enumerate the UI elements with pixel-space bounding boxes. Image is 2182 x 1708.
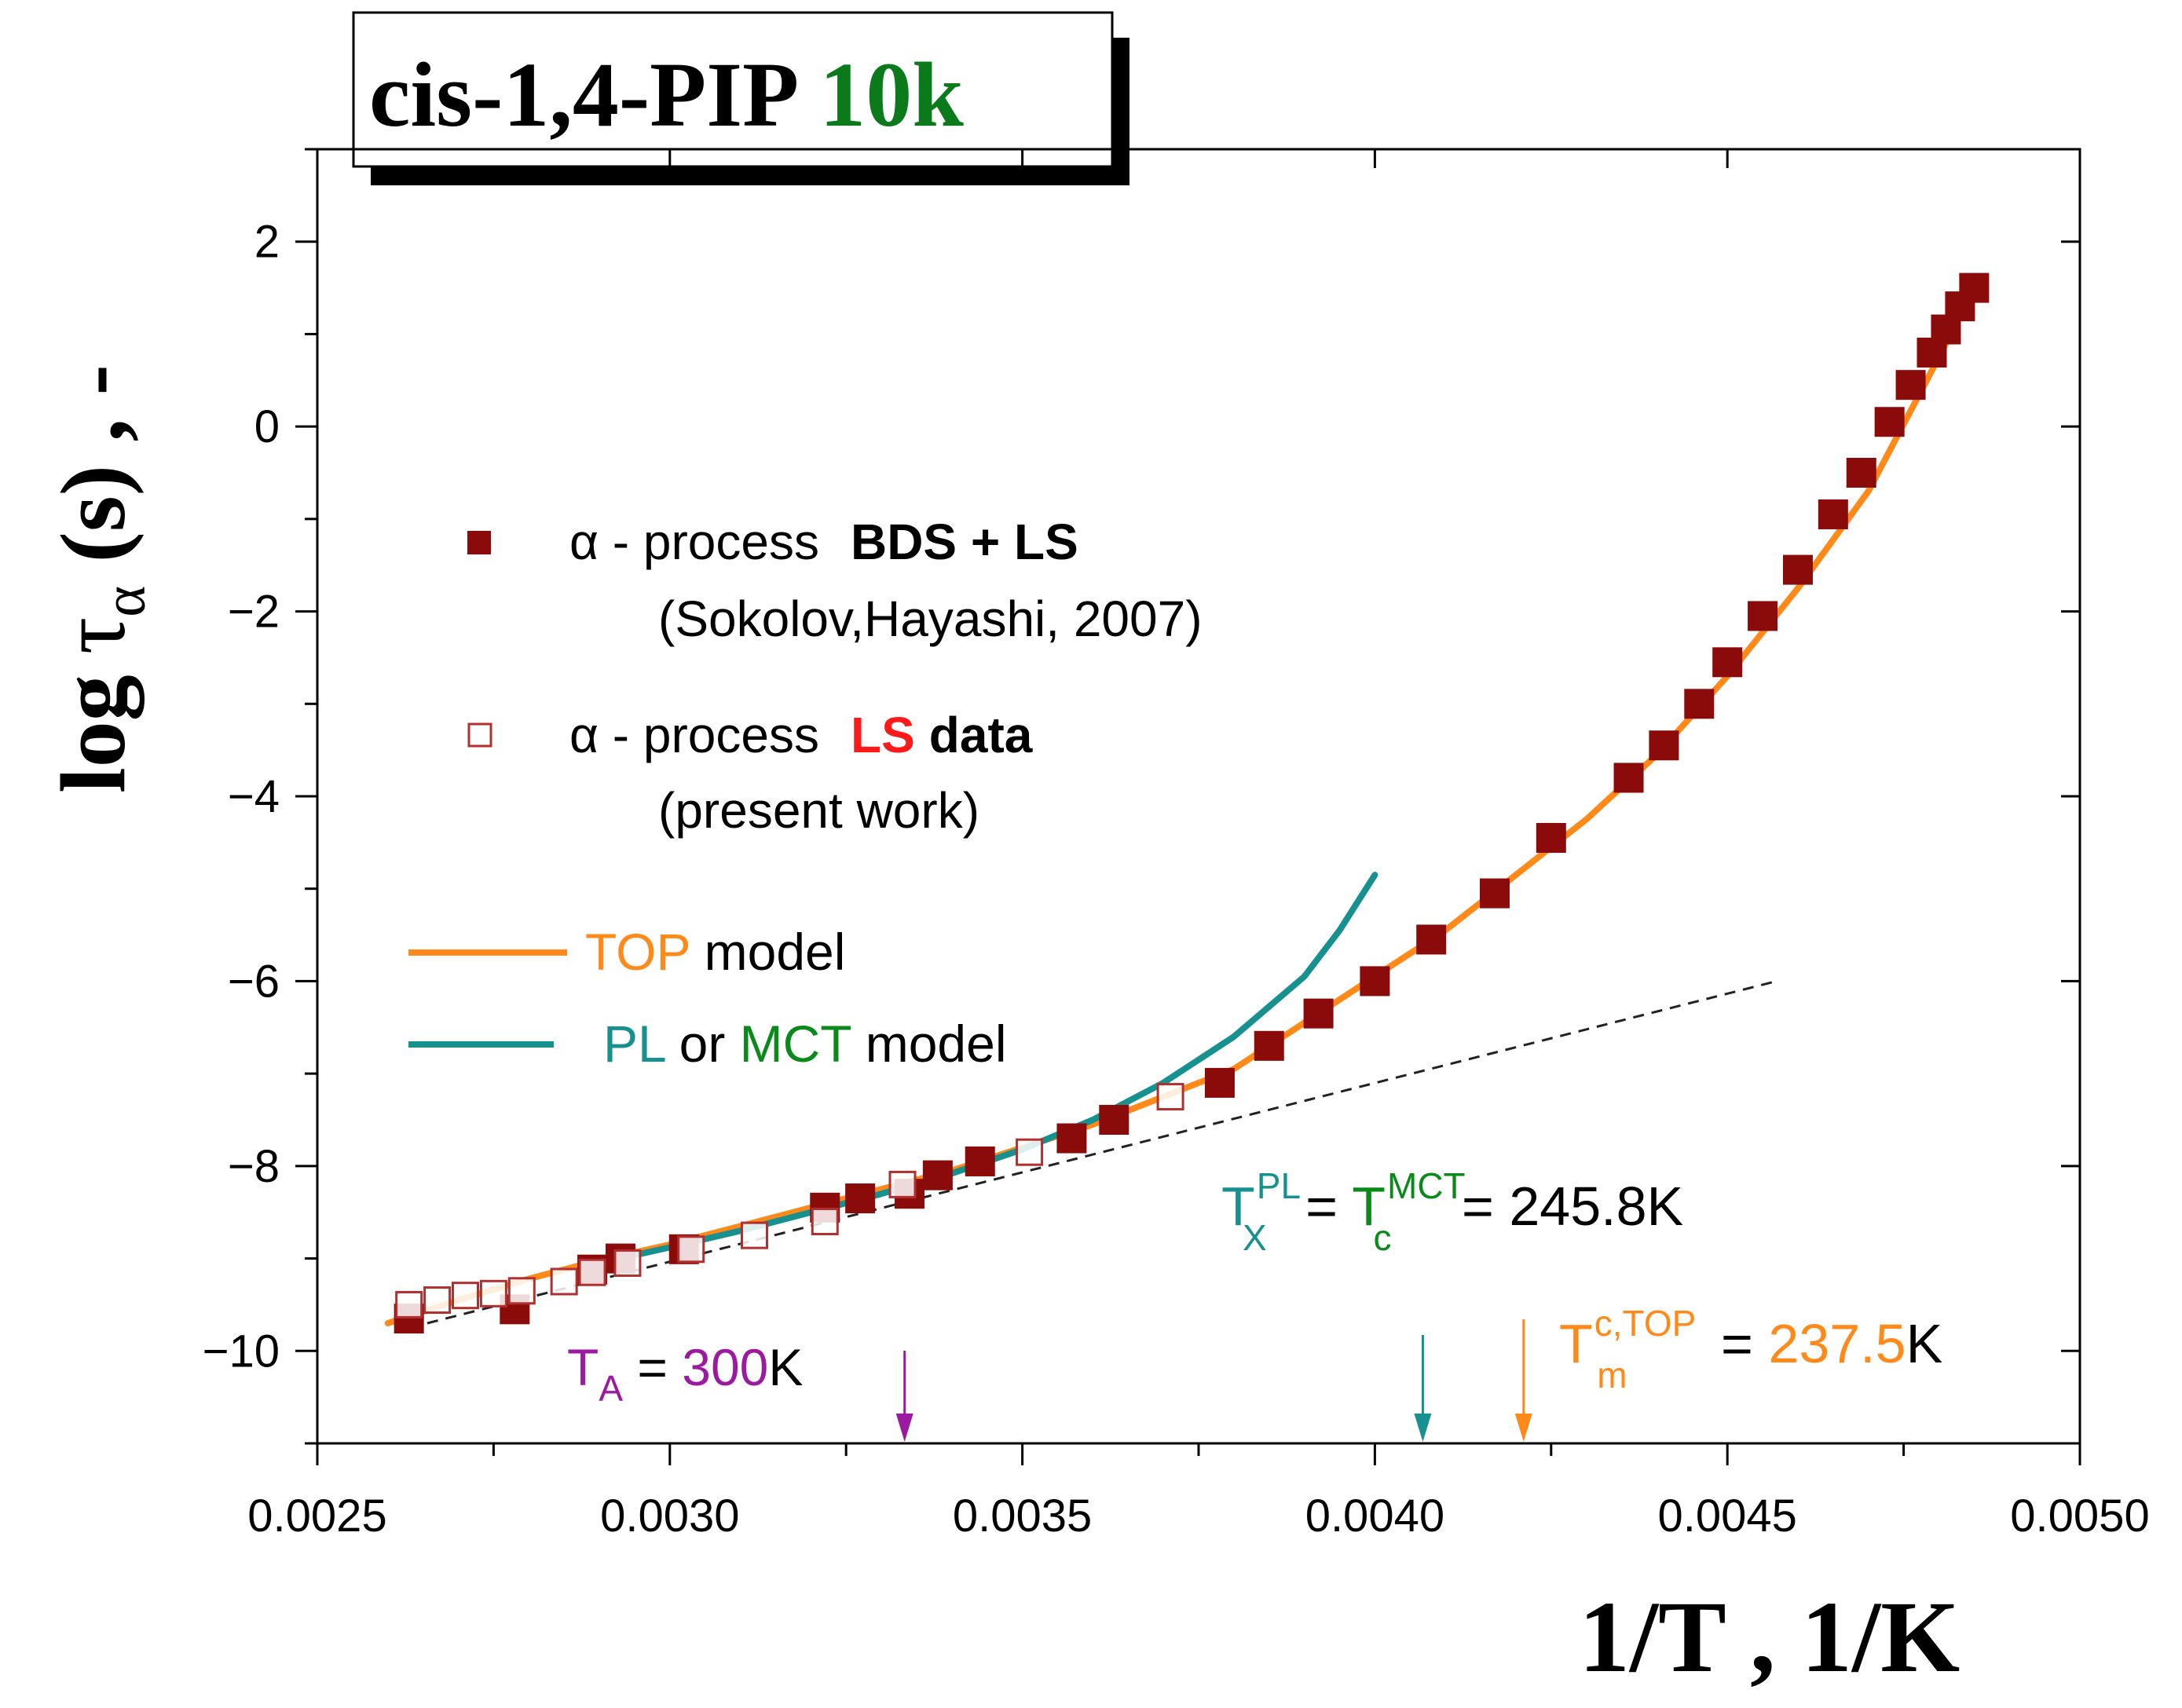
bds-data-point xyxy=(1684,689,1715,719)
x-tick-label: 0.0030 xyxy=(600,1490,739,1542)
bds-data-point xyxy=(1748,601,1778,631)
bds-data-point xyxy=(1536,822,1566,853)
model-curves xyxy=(384,284,1978,1329)
bds-data-point xyxy=(1416,924,1447,955)
x-tick-label: 0.0050 xyxy=(2010,1490,2149,1542)
ls-data-point xyxy=(550,1267,578,1296)
y-tick-label: −10 xyxy=(203,1326,280,1377)
y-tick-label: −4 xyxy=(228,771,280,822)
y-tick-label: −8 xyxy=(228,1141,280,1192)
chart-title: cis-1,4-PIP 10k xyxy=(369,43,964,146)
legend-item-bds: α - process BDS + LS xyxy=(569,514,1078,570)
legend-item-ls-citation: (present work) xyxy=(658,782,979,839)
bds-data-point xyxy=(1959,272,1990,303)
ls-data-point xyxy=(1016,1138,1044,1166)
ls-data-point xyxy=(888,1170,917,1198)
bds-data-point xyxy=(1846,458,1876,488)
plot-frame xyxy=(316,148,2081,1445)
x-tick-label: 0.0040 xyxy=(1305,1490,1444,1542)
ls-data-point xyxy=(578,1258,606,1286)
legend-item-ls: α - process LS data xyxy=(569,707,1033,763)
legend-open-square-marker xyxy=(467,722,492,748)
bds-data-point xyxy=(1056,1123,1087,1154)
annotation-arrow-head xyxy=(1514,1414,1532,1442)
y-tick-label: 2 xyxy=(254,217,280,268)
bds-data-point xyxy=(1782,554,1813,585)
top-model-curve xyxy=(384,284,1978,1326)
annotation-arrow-head xyxy=(1414,1414,1432,1442)
ls-data-point xyxy=(451,1282,479,1310)
bds-data-point xyxy=(1204,1067,1235,1098)
x-axis-label: 1/T , 1/K xyxy=(1579,1581,1960,1694)
y-axis-label: logτα (s) , - xyxy=(42,364,158,793)
ls-data-point xyxy=(741,1221,769,1249)
x-tick-label: 0.0025 xyxy=(247,1490,386,1542)
ls-data-point xyxy=(423,1286,452,1315)
annotation-tm: Tc,TOP m = 237.5K xyxy=(1559,1303,1942,1395)
y-tick-label: −6 xyxy=(228,956,280,1007)
y-tick-label: −2 xyxy=(228,587,280,638)
annotation-ta: TA = 300K xyxy=(567,1338,803,1409)
ls-data-point xyxy=(677,1235,705,1264)
bds-data-point xyxy=(922,1160,953,1190)
y-tick-label: 0 xyxy=(254,401,280,452)
bds-data-point xyxy=(1479,878,1510,909)
bds-data-point xyxy=(1895,370,1926,400)
bds-data-point xyxy=(1303,998,1334,1029)
axis-ticks xyxy=(295,148,2081,1465)
annotation-arrow-head xyxy=(895,1414,913,1442)
ls-data-point xyxy=(1156,1083,1184,1111)
data-markers xyxy=(394,272,1990,1334)
bds-data-point xyxy=(1649,730,1679,761)
annotation-tx: TPL X = TMCT c = 245.8K xyxy=(1221,1165,1683,1258)
bds-data-point xyxy=(1613,763,1644,793)
ls-data-point xyxy=(811,1207,839,1235)
chart-title-box: cis-1,4-PIP 10k xyxy=(352,11,1129,185)
ls-data-point xyxy=(395,1290,423,1318)
legend: α - process BDS + LS (Sokolov,Hayashi, 20… xyxy=(408,514,1203,1073)
bds-data-point xyxy=(1360,966,1390,997)
bds-data-point xyxy=(845,1183,876,1214)
bds-data-point xyxy=(1254,1030,1284,1061)
bds-data-point xyxy=(1099,1105,1129,1135)
chart-title-highlight: 10k xyxy=(819,43,964,146)
bds-data-point xyxy=(1818,499,1848,529)
legend-filled-square-marker xyxy=(467,531,491,554)
x-tick-label: 0.0035 xyxy=(953,1490,1092,1542)
bds-data-point xyxy=(1712,647,1743,678)
x-tick-label: 0.0045 xyxy=(1657,1490,1796,1542)
annotation-arrows xyxy=(895,1319,1532,1442)
legend-item-bds-citation: (Sokolov,Hayashi, 2007) xyxy=(658,591,1203,647)
ls-data-point xyxy=(507,1277,536,1305)
ls-data-point xyxy=(613,1249,642,1277)
bds-data-point xyxy=(965,1146,995,1176)
bds-data-point xyxy=(1874,407,1905,437)
ls-data-point xyxy=(479,1279,507,1308)
legend-item-pl: PL or MCT model xyxy=(603,1015,1007,1073)
axis-tick-labels: 0.0025 0.0030 0.0035 0.0040 0.0045 0.0050 2 0 −2… xyxy=(203,217,2150,1542)
legend-item-top: TOP model xyxy=(585,923,845,981)
